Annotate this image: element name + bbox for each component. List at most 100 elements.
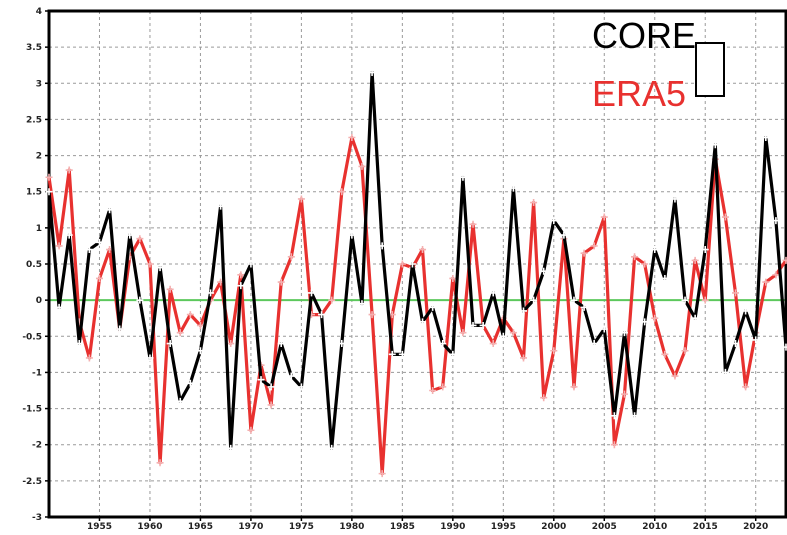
series-layer [45, 68, 787, 478]
data-point-era5 [530, 199, 538, 207]
data-point-era5 [540, 394, 548, 402]
data-point-era5 [378, 470, 386, 478]
data-point-era5 [419, 246, 427, 254]
legend-entry-core: CORE [592, 15, 696, 56]
data-point-era5 [691, 256, 699, 264]
data-point-core [146, 354, 154, 362]
data-point-core [610, 412, 618, 420]
data-point-core [297, 383, 305, 391]
series-core [45, 68, 787, 452]
data-point-core [307, 289, 315, 297]
data-point-era5 [661, 350, 669, 358]
y-tick-label: -1.5 [22, 405, 42, 415]
data-point-era5 [156, 459, 164, 467]
data-point-core [520, 307, 528, 315]
data-point-era5 [550, 347, 558, 355]
data-point-core [782, 343, 787, 351]
data-point-core [489, 289, 497, 297]
y-tick-label: 3.5 [26, 43, 42, 53]
x-tick-label: 1985 [390, 522, 415, 532]
data-point-era5 [732, 289, 740, 297]
x-tick-label: 1970 [238, 522, 263, 532]
x-tick-label: 2000 [541, 522, 566, 532]
data-point-core [338, 340, 346, 348]
data-point-core [45, 188, 53, 196]
series-line-era5 [47, 135, 787, 476]
data-point-era5 [701, 296, 709, 304]
data-point-era5 [237, 271, 245, 279]
data-point-era5 [449, 274, 457, 282]
data-point-core [388, 350, 396, 358]
data-point-era5 [651, 314, 659, 322]
data-point-core [560, 231, 568, 239]
data-point-core [580, 303, 588, 311]
x-tick-label: 1990 [440, 522, 465, 532]
data-point-era5 [600, 213, 608, 221]
data-point-core [156, 264, 164, 272]
legend-box-icon [695, 42, 725, 97]
x-tick-label: 1995 [491, 522, 516, 532]
y-tick-label: 4 [36, 7, 42, 17]
data-point-era5 [398, 260, 406, 268]
data-point-core [530, 296, 538, 304]
data-point-core [661, 274, 669, 282]
data-point-core [752, 336, 760, 344]
data-point-core [408, 260, 416, 268]
data-point-era5 [287, 253, 295, 261]
data-point-core [449, 350, 457, 358]
data-point-core [550, 217, 558, 225]
data-point-core [227, 444, 235, 452]
y-tick-label: -2 [32, 441, 42, 451]
data-point-core [469, 321, 477, 329]
data-point-core [186, 379, 194, 387]
data-point-era5 [55, 242, 63, 250]
data-point-era5 [267, 401, 275, 409]
data-point-core [671, 195, 679, 203]
data-point-core [166, 340, 174, 348]
y-tick-label: 0 [36, 296, 42, 306]
data-point-core [742, 307, 750, 315]
data-point-core [459, 173, 467, 181]
data-point-core [419, 318, 427, 326]
data-point-core [277, 340, 285, 348]
data-point-era5 [762, 278, 770, 286]
data-point-era5 [681, 347, 689, 355]
data-point-era5 [429, 387, 437, 394]
data-point-era5 [328, 296, 336, 304]
data-point-core [126, 231, 134, 239]
data-point-era5 [368, 311, 376, 319]
data-point-era5 [247, 426, 255, 434]
data-point-era5 [186, 311, 194, 319]
data-point-core [540, 267, 548, 275]
data-point-core [631, 412, 639, 420]
data-point-core [55, 303, 63, 311]
x-tick-label: 1965 [188, 522, 213, 532]
legend-entry-era5: ERA5 [592, 73, 686, 114]
data-point-era5 [439, 383, 447, 391]
data-point-core [75, 340, 83, 348]
data-point-core [176, 397, 184, 405]
data-point-core [247, 260, 255, 268]
data-point-era5 [641, 260, 649, 268]
data-point-core [287, 372, 295, 380]
data-point-core [318, 311, 326, 319]
data-point-era5 [146, 260, 154, 268]
data-point-era5 [489, 340, 497, 348]
data-point-era5 [782, 256, 787, 264]
data-point-era5 [358, 162, 366, 170]
data-point-core [762, 134, 770, 141]
y-tick-label: -0.5 [22, 332, 42, 342]
data-point-era5 [620, 390, 628, 398]
data-point-core [196, 347, 204, 355]
data-point-core [479, 321, 487, 329]
series-line-core [47, 70, 787, 450]
y-tick-label: 2.5 [26, 115, 42, 125]
data-point-era5 [631, 253, 639, 261]
y-tick-label: -2.5 [22, 477, 42, 487]
data-point-era5 [671, 372, 679, 380]
data-point-core [358, 300, 366, 308]
data-point-core [590, 340, 598, 348]
data-point-core [257, 376, 265, 384]
data-point-core [116, 325, 124, 333]
x-tick-label: 1955 [87, 522, 112, 532]
